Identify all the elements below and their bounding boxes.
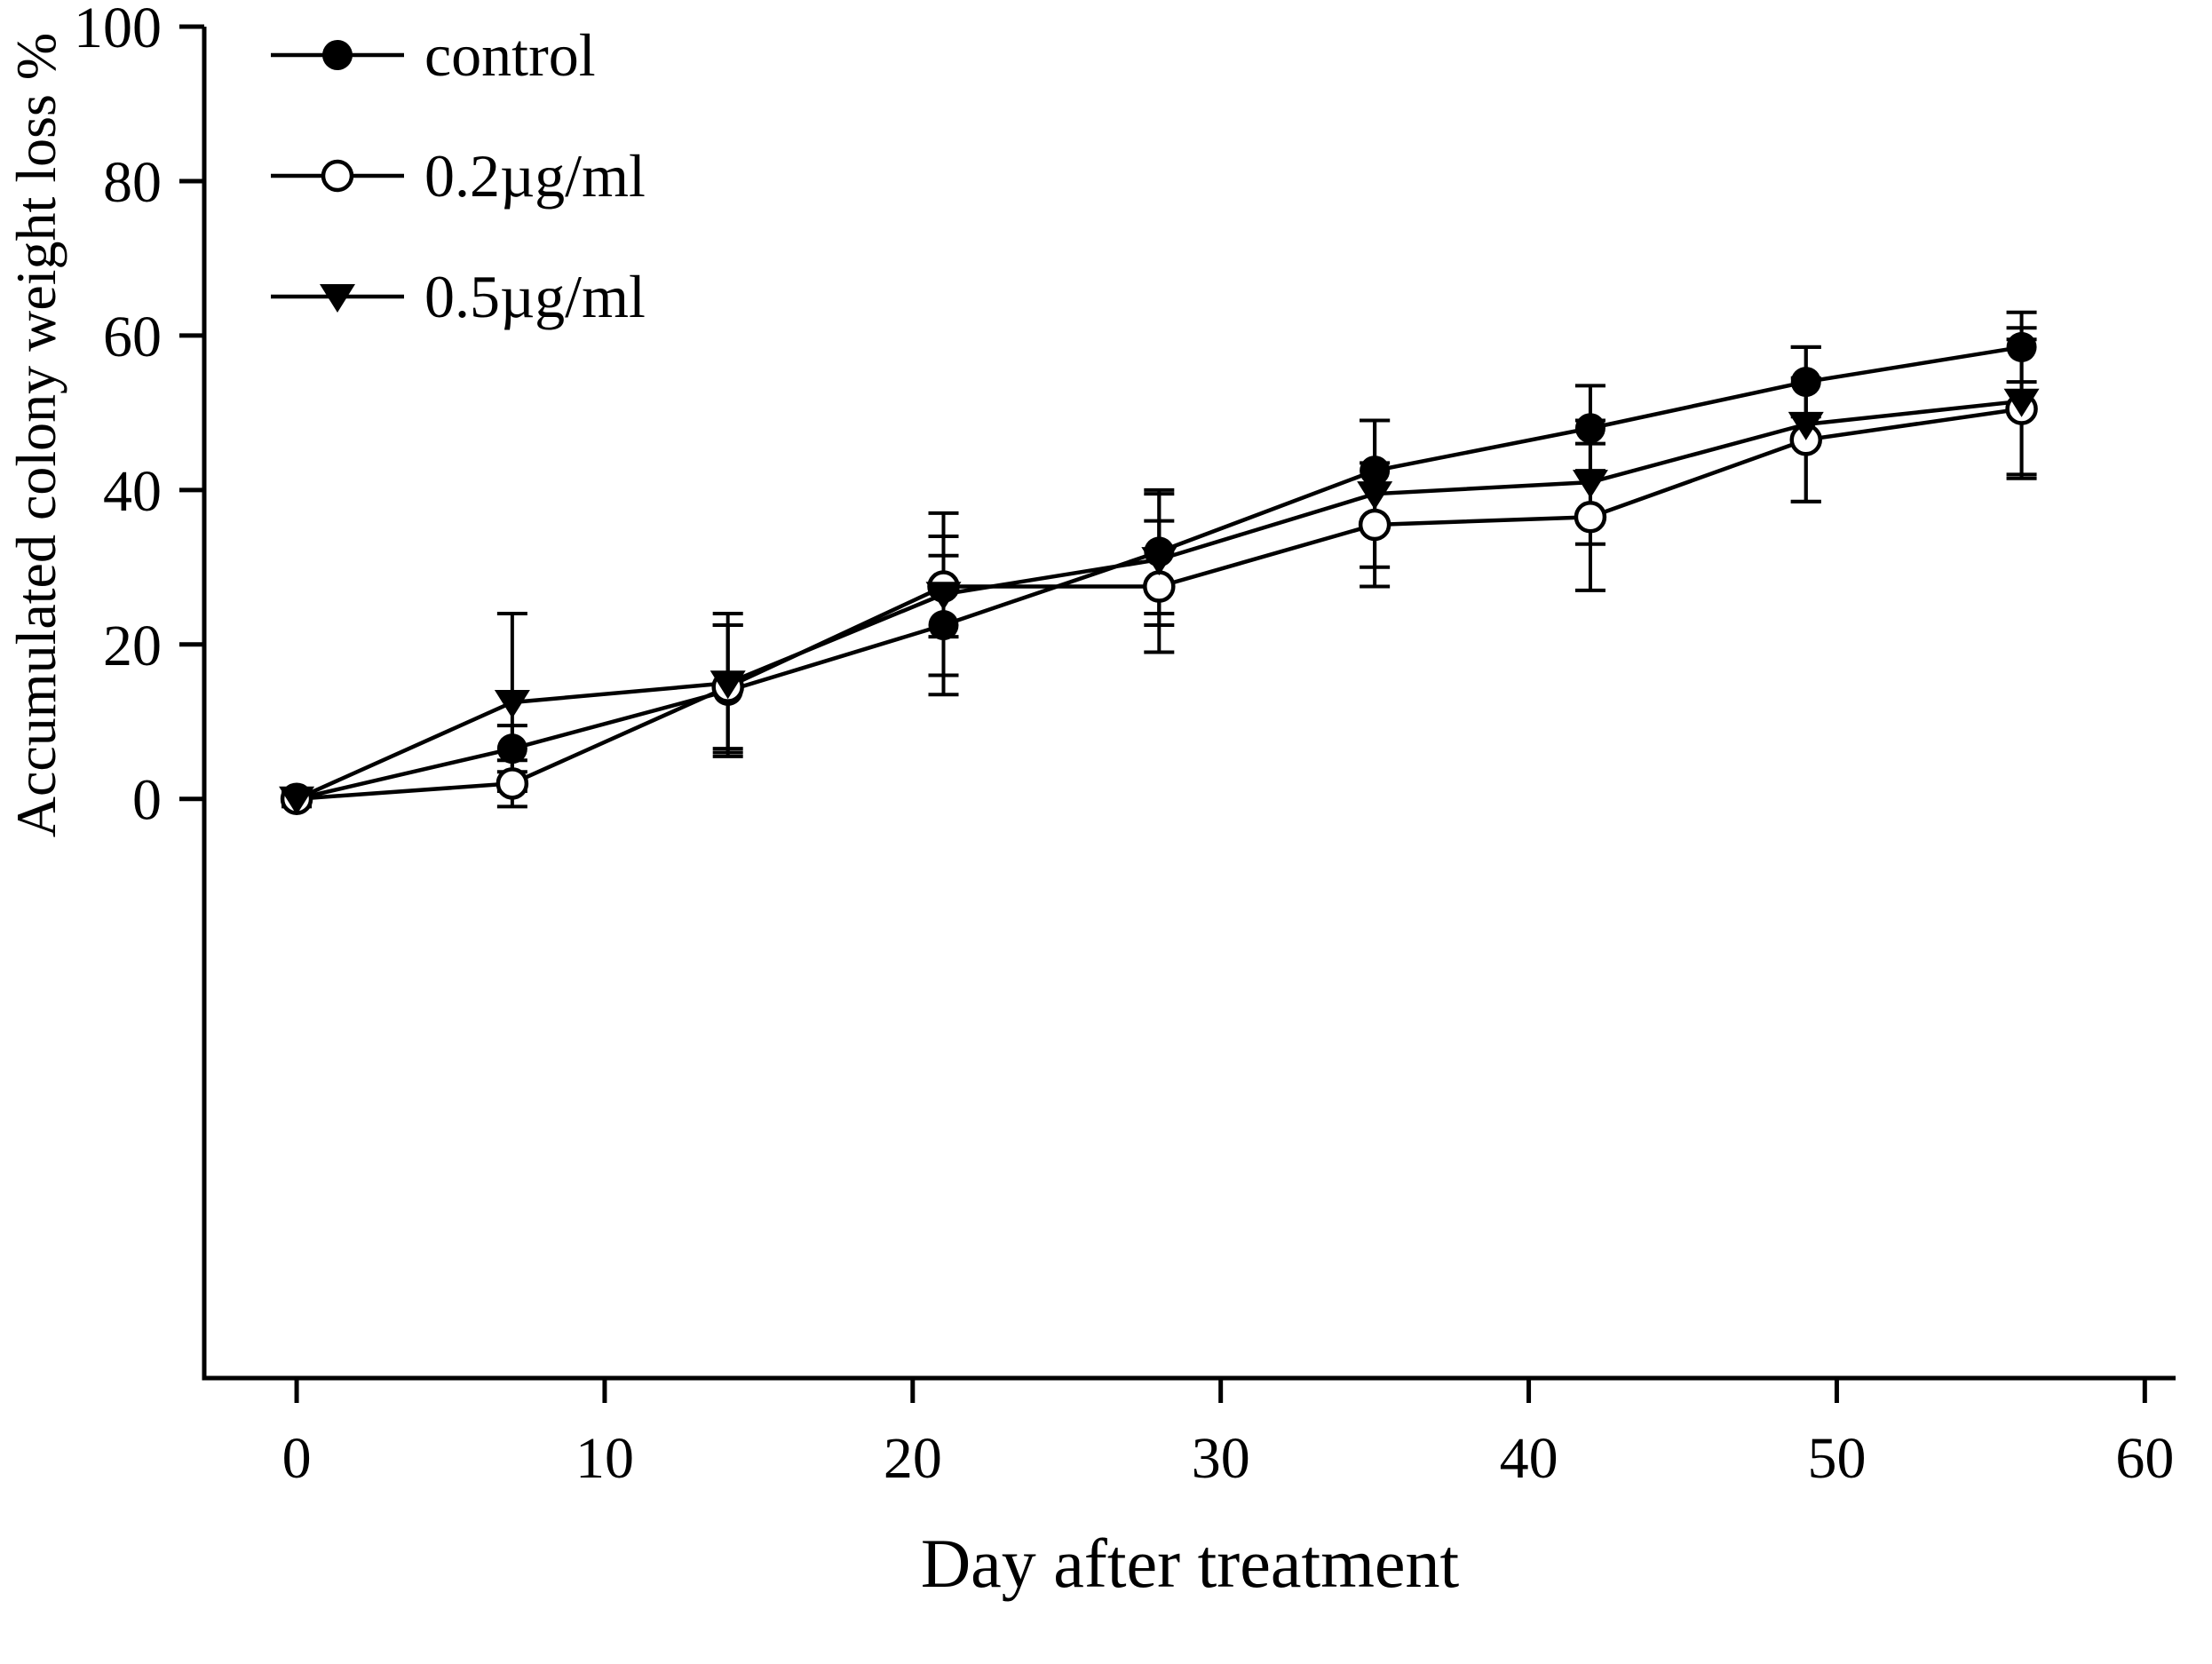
tick-labels: 0 10 20 30 40 50 60 0 20 40 60 80 100 [74, 0, 2174, 1491]
y-tick-label: 0 [132, 768, 162, 833]
y-tick-label: 100 [74, 0, 162, 60]
axes [179, 24, 2176, 1403]
x-tick-label: 30 [1192, 1426, 1250, 1491]
filled-triangle-down-marker [710, 670, 746, 700]
filled-triangle-down-marker [1357, 481, 1393, 511]
filled-triangle-down-marker [1572, 470, 1608, 499]
legend-label: control [424, 21, 596, 89]
open-circle-marker [496, 767, 529, 800]
y-tick-label: 20 [103, 614, 162, 678]
filled-triangle-down-marker [320, 284, 355, 313]
y-tick-label: 40 [103, 459, 162, 524]
filled-triangle-down-marker [2003, 388, 2040, 417]
series-markers-0.5µg/ml [279, 388, 2040, 815]
filled-triangle-down-marker [494, 690, 530, 718]
filled-circle-marker [322, 40, 353, 70]
y-tick-label: 60 [103, 305, 162, 369]
x-tick-label: 10 [575, 1426, 634, 1491]
filled-triangle-down-marker [925, 582, 962, 611]
x-tick-label: 60 [2115, 1426, 2174, 1491]
y-axis-title: Accumulated colony weight loss % [4, 33, 67, 837]
open-circle-marker [1574, 501, 1607, 534]
open-circle-marker [1358, 508, 1391, 542]
legend-label: 0.2µg/ml [424, 142, 646, 210]
filled-triangle-down-marker [279, 786, 315, 815]
axis-spines [202, 27, 2176, 1381]
x-tick-label: 50 [1807, 1426, 1866, 1491]
filled-circle-marker [1574, 413, 1605, 444]
filled-triangle-down-marker [1141, 547, 1177, 576]
filled-circle-marker [496, 733, 527, 765]
filled-circle-marker [1360, 456, 1391, 487]
x-tick-label: 0 [282, 1426, 312, 1491]
filled-circle-marker [928, 610, 959, 641]
x-tick-label: 40 [1500, 1426, 1558, 1491]
filled-triangle-down-marker [1788, 411, 1824, 440]
legend: control 0.2µg/ml 0.5µg/ml [271, 21, 646, 330]
filled-circle-marker [1790, 367, 1821, 398]
legend-label: 0.5µg/ml [424, 263, 646, 330]
open-circle-marker [321, 159, 354, 193]
x-tick-label: 20 [884, 1426, 942, 1491]
x-axis-title: Day after treatment [921, 1525, 1460, 1602]
open-circle-marker [1143, 570, 1176, 603]
filled-circle-marker [2006, 331, 2037, 362]
y-tick-label: 80 [103, 150, 162, 215]
